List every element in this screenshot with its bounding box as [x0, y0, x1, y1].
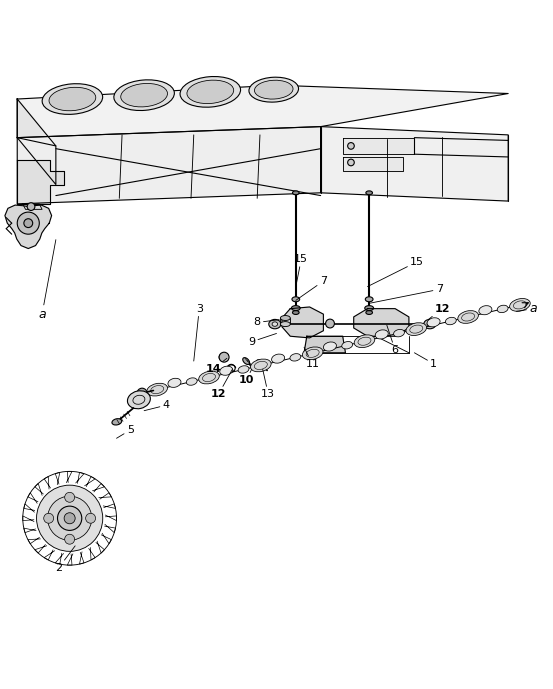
Ellipse shape [366, 191, 373, 195]
Text: 12: 12 [211, 369, 232, 399]
Ellipse shape [186, 378, 197, 385]
Ellipse shape [168, 378, 181, 387]
Ellipse shape [42, 83, 103, 114]
Ellipse shape [269, 320, 281, 329]
Circle shape [65, 493, 75, 502]
Ellipse shape [243, 358, 249, 364]
Ellipse shape [366, 297, 373, 302]
Text: 14: 14 [205, 358, 227, 374]
Circle shape [58, 506, 82, 531]
Ellipse shape [365, 306, 374, 311]
Ellipse shape [302, 347, 323, 360]
Ellipse shape [121, 83, 168, 107]
Ellipse shape [427, 318, 440, 327]
Ellipse shape [292, 297, 300, 302]
Circle shape [64, 513, 75, 524]
Text: 15: 15 [294, 254, 309, 287]
Ellipse shape [199, 371, 220, 384]
Ellipse shape [406, 322, 426, 336]
Text: 6: 6 [387, 325, 399, 355]
Text: 13: 13 [261, 369, 275, 399]
Ellipse shape [127, 391, 150, 409]
Text: 10: 10 [238, 369, 254, 385]
Ellipse shape [510, 298, 530, 311]
Polygon shape [282, 307, 324, 338]
Circle shape [44, 513, 54, 523]
Text: a: a [517, 302, 537, 315]
Ellipse shape [257, 360, 263, 367]
Polygon shape [304, 336, 346, 353]
Text: 5: 5 [117, 425, 134, 438]
Ellipse shape [254, 80, 293, 99]
Circle shape [17, 212, 39, 234]
Circle shape [65, 534, 75, 544]
Circle shape [86, 513, 96, 523]
Ellipse shape [249, 77, 299, 102]
Ellipse shape [114, 80, 174, 110]
Circle shape [348, 159, 354, 166]
Ellipse shape [293, 311, 299, 314]
Ellipse shape [354, 335, 375, 347]
Polygon shape [354, 309, 409, 336]
Ellipse shape [445, 318, 456, 325]
Ellipse shape [479, 306, 492, 315]
Polygon shape [17, 99, 56, 185]
Ellipse shape [272, 354, 285, 363]
Ellipse shape [366, 311, 373, 314]
Circle shape [27, 203, 35, 210]
Polygon shape [343, 157, 403, 171]
Polygon shape [5, 205, 51, 249]
Circle shape [219, 352, 229, 362]
Circle shape [48, 496, 92, 540]
Circle shape [36, 485, 103, 551]
Polygon shape [23, 204, 42, 209]
Ellipse shape [180, 76, 241, 107]
Ellipse shape [272, 322, 278, 327]
Polygon shape [343, 138, 414, 154]
Ellipse shape [497, 305, 508, 313]
Ellipse shape [251, 359, 271, 372]
Text: a: a [38, 240, 56, 320]
Circle shape [348, 143, 354, 150]
Text: 7: 7 [296, 276, 327, 300]
Ellipse shape [394, 329, 404, 337]
Circle shape [137, 388, 147, 398]
Ellipse shape [424, 320, 436, 329]
Polygon shape [17, 127, 321, 204]
Text: 2: 2 [55, 546, 75, 573]
Ellipse shape [147, 383, 168, 396]
Text: 11: 11 [304, 347, 319, 369]
Ellipse shape [375, 330, 388, 339]
Polygon shape [321, 127, 508, 201]
Circle shape [326, 319, 335, 328]
Ellipse shape [291, 306, 300, 311]
Ellipse shape [293, 191, 299, 195]
Text: 4: 4 [144, 400, 170, 411]
Ellipse shape [290, 353, 301, 361]
Ellipse shape [458, 311, 478, 323]
Ellipse shape [49, 88, 96, 111]
Polygon shape [17, 85, 508, 138]
Text: 3: 3 [194, 304, 203, 361]
Circle shape [24, 218, 33, 227]
Ellipse shape [324, 342, 336, 351]
Ellipse shape [342, 342, 353, 349]
Ellipse shape [238, 366, 249, 373]
Text: 8: 8 [254, 318, 279, 327]
Ellipse shape [427, 322, 432, 327]
Text: 7: 7 [371, 285, 443, 303]
Ellipse shape [220, 366, 233, 376]
Text: 9: 9 [248, 333, 276, 347]
Ellipse shape [187, 80, 234, 103]
Ellipse shape [112, 419, 122, 425]
Polygon shape [17, 160, 64, 204]
Text: 12: 12 [428, 304, 450, 320]
Text: 1: 1 [414, 353, 437, 369]
Text: 15: 15 [368, 257, 424, 287]
Ellipse shape [280, 322, 290, 327]
Ellipse shape [280, 316, 290, 320]
